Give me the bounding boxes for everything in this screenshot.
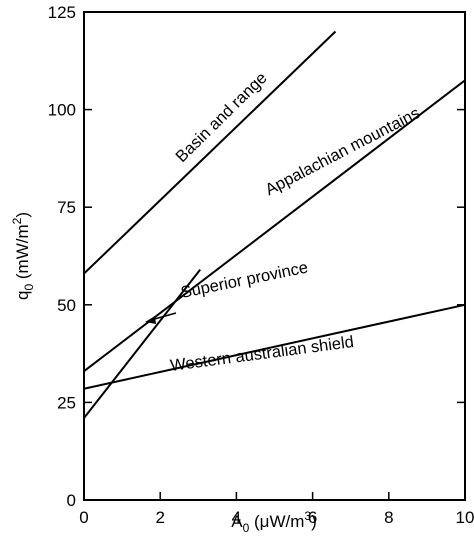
series-lines — [83, 30, 466, 419]
superior-province-arrow — [145, 312, 177, 324]
series-label: Superior province — [179, 258, 309, 301]
series-label: Western australian shield — [169, 333, 355, 375]
series-label: Basin and range — [172, 69, 270, 166]
y-tick-label: 75 — [57, 198, 76, 217]
plot-frame — [83, 11, 466, 501]
x-axis-title: A0 (μW/m3) — [231, 509, 317, 535]
series-label: Appalachian mountains — [262, 104, 422, 199]
y-axis-title: q0 (mW/m2) — [10, 212, 36, 300]
y-tick-label: 125 — [48, 3, 76, 22]
x-tick-label: 6 — [308, 508, 317, 527]
x-tick-label: 0 — [79, 508, 88, 527]
series-line — [83, 79, 466, 372]
series-line — [83, 303, 466, 390]
x-tick-label: 2 — [155, 508, 164, 527]
y-tick-label: 0 — [67, 491, 76, 510]
series-line — [83, 30, 337, 275]
y-tick-label: 50 — [57, 296, 76, 315]
y-tick-label: 100 — [48, 101, 76, 120]
x-tick-label: 4 — [232, 508, 241, 527]
series-line — [83, 269, 201, 419]
x-tick-label: 10 — [456, 508, 474, 527]
y-tick-label: 25 — [57, 393, 76, 412]
x-tick-label: 8 — [384, 508, 393, 527]
